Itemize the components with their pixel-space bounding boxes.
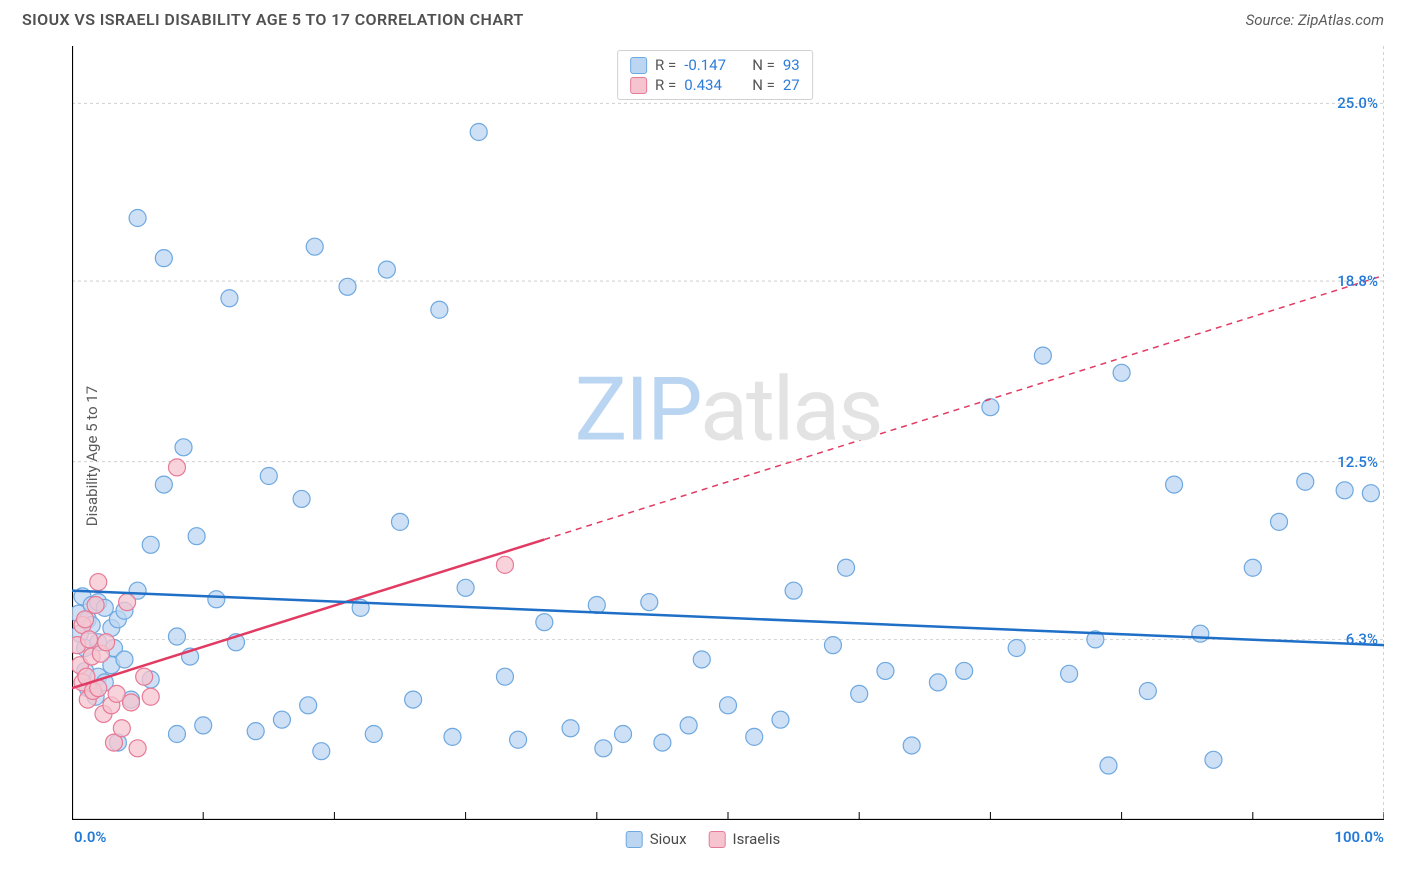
stats-r-israelis: 0.434 bbox=[684, 76, 734, 94]
y-tick-label: 12.5% bbox=[1337, 453, 1378, 471]
stats-row-sioux: R = -0.147 N = 93 bbox=[630, 55, 800, 75]
x-axis-max-label: 100.0% bbox=[1334, 828, 1384, 846]
stats-swatch-sioux bbox=[630, 57, 647, 74]
legend-label: Sioux bbox=[650, 830, 687, 848]
scatter-plot bbox=[72, 46, 1384, 820]
chart-source: Source: ZipAtlas.com bbox=[1246, 11, 1384, 29]
y-tick-label: 18.8% bbox=[1337, 272, 1378, 290]
y-tick-label: 25.0% bbox=[1337, 94, 1378, 112]
legend-swatch bbox=[626, 831, 643, 848]
correlation-stats-box: R = -0.147 N = 93 R = 0.434 N = 27 bbox=[617, 50, 813, 100]
legend-item: Israelis bbox=[709, 830, 781, 848]
stats-row-israelis: R = 0.434 N = 27 bbox=[630, 75, 800, 95]
stats-n-sioux: 93 bbox=[783, 56, 800, 74]
chart-title: SIOUX VS ISRAELI DISABILITY AGE 5 TO 17 … bbox=[22, 10, 524, 29]
stats-r-label: R = bbox=[655, 76, 676, 94]
stats-n-label: N = bbox=[752, 76, 775, 94]
chart-area: Disability Age 5 to 17 ZIPatlas R = -0.1… bbox=[22, 46, 1384, 866]
plot-region: ZIPatlas R = -0.147 N = 93 R = 0.434 N =… bbox=[72, 46, 1384, 820]
chart-header: SIOUX VS ISRAELI DISABILITY AGE 5 TO 17 … bbox=[0, 0, 1406, 33]
legend-label: Israelis bbox=[733, 830, 781, 848]
stats-swatch-israelis bbox=[630, 77, 647, 94]
y-tick-label: 6.3% bbox=[1346, 630, 1378, 648]
legend: Sioux Israelis bbox=[626, 830, 781, 848]
legend-swatch bbox=[709, 831, 726, 848]
stats-n-israelis: 27 bbox=[783, 76, 800, 94]
x-axis-min-label: 0.0% bbox=[74, 828, 106, 846]
stats-n-label: N = bbox=[752, 56, 775, 74]
stats-r-sioux: -0.147 bbox=[684, 56, 734, 74]
legend-item: Sioux bbox=[626, 830, 687, 848]
stats-r-label: R = bbox=[655, 56, 676, 74]
